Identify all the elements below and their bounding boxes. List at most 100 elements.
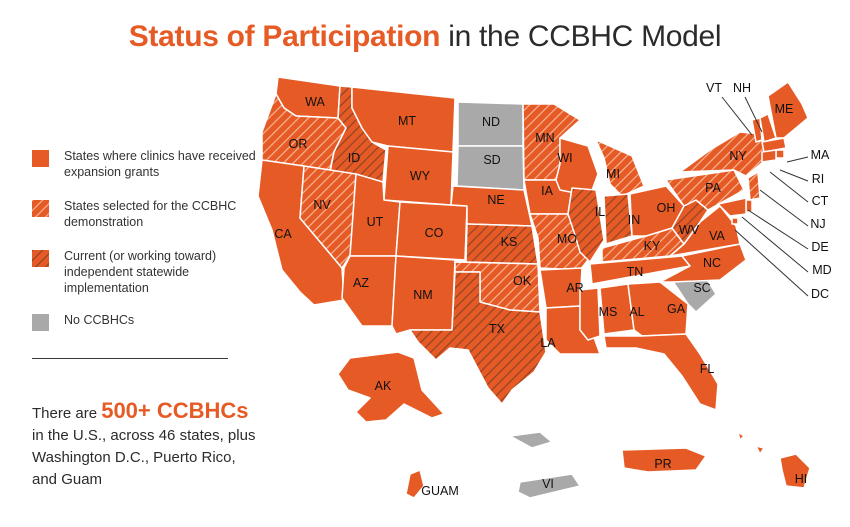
- legend-swatch-statewide: [32, 250, 49, 267]
- state-nh: [759, 113, 777, 143]
- state-label-tn: TN: [627, 265, 644, 279]
- state-label-il: IL: [595, 205, 605, 219]
- state-nj: [747, 171, 761, 201]
- state-label-nj: NJ: [810, 217, 825, 231]
- state-label-ri: RI: [812, 172, 825, 186]
- state-label-guam: GUAM: [421, 484, 459, 498]
- state-ma: [761, 137, 787, 153]
- state-label-mn: MN: [535, 131, 554, 145]
- state-label-fl: FL: [700, 362, 715, 376]
- state-label-ak: AK: [375, 379, 392, 393]
- state-label-or: OR: [289, 137, 308, 151]
- legend-label: States where clinics have received expan…: [64, 149, 256, 179]
- state-label-ar: AR: [566, 281, 583, 295]
- state-label-wy: WY: [410, 169, 431, 183]
- state-label-oh: OH: [657, 201, 676, 215]
- state-label-de: DE: [811, 240, 828, 254]
- state-nc: [659, 243, 747, 283]
- state-label-mo: MO: [557, 232, 577, 246]
- state-label-ny: NY: [729, 149, 747, 163]
- state-ak: [337, 351, 445, 423]
- state-vt: [751, 117, 763, 143]
- state-label-ma: MA: [811, 148, 830, 162]
- state-label-ks: KS: [501, 235, 518, 249]
- legend-item-statewide: Current (or working toward) independent …: [32, 248, 262, 310]
- state-pr: [621, 447, 707, 473]
- legend-item-grant: States where clinics have received expan…: [32, 148, 262, 196]
- state-label-hi: HI: [795, 472, 808, 486]
- state-nv: [299, 165, 357, 269]
- state-tx: [409, 271, 547, 405]
- state-label-id: ID: [348, 151, 361, 165]
- state-md: [717, 197, 747, 217]
- state-oh: [629, 185, 685, 237]
- state-label-ne: NE: [487, 193, 504, 207]
- state-label-la: LA: [540, 336, 556, 350]
- divider: [32, 358, 228, 359]
- state-ri: [775, 149, 785, 159]
- state-guam: [405, 469, 425, 499]
- state-label-ia: IA: [541, 184, 553, 198]
- stat-prefix: There are: [32, 405, 102, 422]
- stat-callout: There are 500+ CCBHCs in the U.S., acros…: [32, 400, 262, 491]
- state-label-mt: MT: [398, 114, 416, 128]
- state-label-nd: ND: [482, 115, 500, 129]
- stat-line: in the U.S., across 46 states, plus: [32, 427, 256, 444]
- legend-item-demo: States selected for the CCBHC demonstrat…: [32, 198, 262, 246]
- page-title: Status of Participation in the CCBHC Mod…: [0, 20, 850, 54]
- state-label-sc: SC: [693, 281, 710, 295]
- title-rest: in the CCBHC Model: [440, 20, 722, 53]
- state-label-va: VA: [709, 229, 725, 243]
- state-label-vi: VI: [542, 477, 554, 491]
- legend-label: States selected for the CCBHC demonstrat…: [64, 199, 237, 229]
- state-label-ga: GA: [667, 302, 686, 316]
- state-label-ok: OK: [513, 274, 532, 288]
- state-label-co: CO: [425, 226, 444, 240]
- state-label-ut: UT: [367, 215, 384, 229]
- state-label-ms: MS: [599, 305, 618, 319]
- state-hi: [737, 431, 811, 489]
- state-fl: [603, 333, 719, 411]
- state-label-wv: WV: [679, 223, 700, 237]
- state-label-sd: SD: [483, 153, 500, 167]
- state-dc: [731, 217, 739, 225]
- state-label-pa: PA: [705, 181, 721, 195]
- state-label-dc: DC: [811, 287, 829, 301]
- legend-item-none: No CCBHCs: [32, 312, 262, 360]
- state-label-wa: WA: [305, 95, 325, 109]
- legend-label: No CCBHCs: [64, 313, 135, 327]
- state-co: [395, 201, 468, 261]
- state-label-ca: CA: [274, 227, 292, 241]
- state-mt: [351, 86, 456, 153]
- state-label-wi: WI: [557, 151, 572, 165]
- stat-line: and Guam: [32, 471, 103, 488]
- state-ct: [761, 149, 777, 163]
- state-label-ct: CT: [812, 194, 829, 208]
- state-label-vt: VT: [706, 81, 722, 95]
- state-label-nm: NM: [413, 288, 432, 302]
- state-wi: [555, 137, 599, 197]
- state-label-az: AZ: [353, 276, 369, 290]
- state-label-md: MD: [812, 263, 831, 277]
- legend-label: Current (or working toward) independent …: [64, 249, 217, 295]
- state-label-nh: NH: [733, 81, 751, 95]
- state-label-pr: PR: [654, 457, 671, 471]
- legend-swatch-grant: [32, 150, 49, 167]
- state-label-ky: KY: [644, 239, 661, 253]
- state-label-tx: TX: [489, 322, 506, 336]
- state-mi: [595, 139, 645, 197]
- state-label-al: AL: [629, 305, 644, 319]
- title-highlight: Status of Participation: [128, 20, 441, 53]
- stat-line: Washington D.C., Puerto Rico,: [32, 449, 236, 466]
- state-ms: [579, 287, 601, 341]
- state-label-me: ME: [775, 102, 794, 116]
- state-il: [567, 187, 605, 263]
- legend-swatch-demo: [32, 200, 49, 217]
- state-label-nv: NV: [313, 198, 331, 212]
- state-label-nc: NC: [703, 256, 721, 270]
- state-label-mi: MI: [606, 167, 620, 181]
- state-vi: [509, 431, 581, 499]
- stat-number: 500+ CCBHCs: [101, 398, 249, 423]
